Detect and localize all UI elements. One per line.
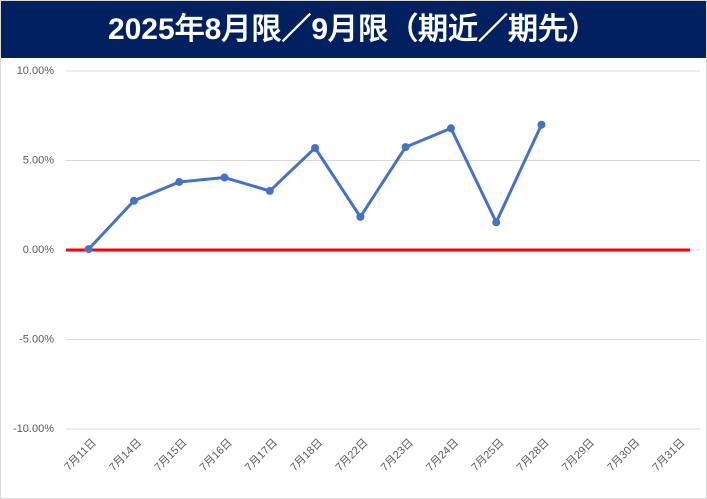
data-point: [220, 173, 229, 182]
data-point: [265, 186, 274, 195]
title-banner: [1, 1, 706, 58]
data-point: [401, 143, 410, 152]
data-point: [446, 124, 455, 133]
data-point: [356, 212, 365, 221]
y-tick-label: 0.00%: [23, 244, 54, 256]
y-tick-label: -5.00%: [19, 333, 54, 345]
data-point: [311, 143, 320, 152]
data-point: [492, 218, 501, 227]
data-point: [537, 120, 546, 129]
data-point: [175, 177, 184, 186]
y-tick-label: -10.00%: [13, 423, 54, 435]
y-tick-label: 5.00%: [23, 154, 54, 166]
chart-title: 2025年8月限／9月限（期近／期先）: [108, 12, 598, 46]
data-point: [129, 196, 138, 205]
data-point: [84, 245, 93, 254]
y-tick-label: 10.00%: [17, 65, 55, 77]
